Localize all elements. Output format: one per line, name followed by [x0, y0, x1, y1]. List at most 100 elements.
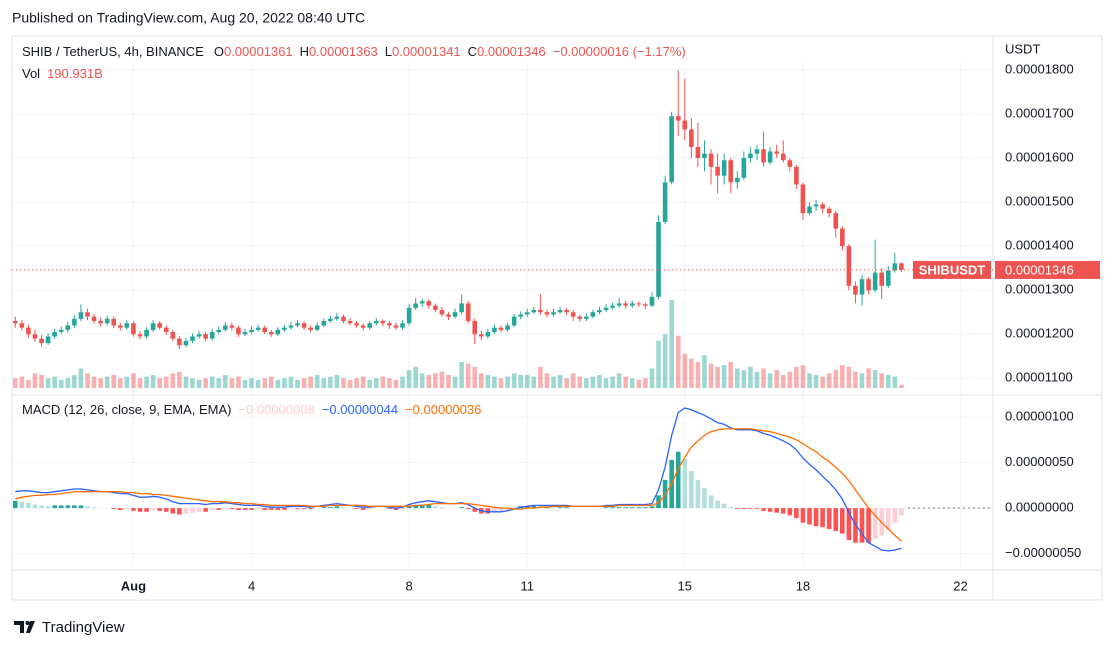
macd-histogram-bar [833, 508, 839, 531]
candle-body [426, 301, 432, 306]
volume-bar [295, 379, 300, 388]
volume-bar [131, 373, 136, 388]
candle-body [295, 323, 300, 326]
candle-body [39, 338, 44, 344]
macd-histogram-bar [649, 506, 655, 509]
volume-legend: Vol 190.931B [22, 66, 103, 81]
volume-bar [413, 366, 418, 388]
macd-histogram-bar [387, 508, 392, 510]
macd-histogram-bar [242, 508, 248, 510]
macd-histogram-bar [229, 508, 235, 510]
volume-bar [866, 368, 871, 388]
candle-body [301, 323, 307, 328]
candle-body [754, 149, 760, 154]
candle-body [45, 336, 51, 344]
macd-histogram-bar [472, 508, 478, 512]
candle-body [734, 177, 740, 183]
macd-histogram-bar [308, 508, 313, 510]
candle-body [137, 334, 143, 337]
candle-body [249, 329, 254, 333]
volume-bar [341, 378, 346, 388]
volume-bar [98, 378, 103, 388]
candle-body [741, 158, 747, 178]
x-tick-label: 11 [521, 578, 535, 593]
macd-histogram-bar [636, 507, 642, 509]
volume-bar [492, 376, 497, 388]
volume-bar [196, 379, 202, 388]
macd-histogram-bar [734, 508, 740, 510]
candle-body [649, 296, 655, 306]
volume-bar [406, 370, 412, 388]
x-tick-label: Aug [121, 578, 146, 593]
macd-histogram-bar [774, 508, 779, 513]
candle-body [98, 321, 103, 324]
macd-histogram-bar [39, 505, 44, 509]
candle-body [557, 310, 563, 313]
macd-histogram-bar [295, 508, 300, 510]
macd-histogram-bar [524, 506, 530, 509]
y-tick-label: 0.00001200 [1005, 326, 1074, 341]
y-tick-label: 0.00001600 [1005, 149, 1074, 164]
macd-histogram-bar [288, 508, 294, 510]
candle-body [524, 312, 530, 315]
candle-body [479, 334, 484, 337]
macd-histogram-bar [190, 508, 195, 513]
candle-body [511, 316, 517, 326]
candle-body [78, 312, 84, 319]
macd-histogram-bar [689, 470, 694, 509]
volume-bar [209, 376, 215, 388]
macd-histogram-bar [249, 508, 254, 510]
candle-body [216, 329, 222, 333]
candle-body [623, 303, 629, 306]
candle-body [853, 285, 858, 295]
volume-bar [570, 373, 576, 388]
candle-body [761, 149, 766, 163]
macd-histogram-bar [255, 508, 261, 510]
y-tick-label: −0.00000050 [1005, 545, 1081, 560]
candle-body [262, 327, 268, 333]
candle-body [675, 116, 681, 121]
candle-body [183, 340, 189, 346]
volume-bar [649, 368, 655, 388]
volume-name: Vol [22, 66, 40, 81]
volume-bar [373, 378, 379, 388]
macd-histogram-bar [813, 508, 819, 527]
macd-histogram-bar [748, 508, 753, 510]
candle-body [439, 310, 445, 315]
candle-body [321, 321, 327, 326]
candle-body [19, 323, 25, 328]
macd-histogram-bar [209, 508, 215, 510]
candle-body [682, 120, 688, 130]
candle-body [268, 332, 274, 335]
volume-bar [662, 334, 668, 388]
candle-body [708, 153, 714, 167]
volume-bar [741, 370, 747, 388]
volume-bar [498, 378, 504, 388]
volume-bar [748, 366, 753, 388]
candle-body [794, 166, 799, 185]
macd-histogram-bar [885, 508, 891, 530]
candle-body [275, 329, 281, 335]
candle-body [433, 305, 438, 311]
candle-body [551, 312, 556, 315]
volume-bar [774, 370, 779, 388]
volume-bar [177, 371, 182, 388]
volume-bar [19, 376, 25, 388]
macd-histogram-bar [12, 500, 18, 509]
candle-body [728, 160, 734, 183]
macd-histogram-bar [170, 508, 176, 514]
volume-bar [124, 376, 130, 388]
volume-bar [452, 376, 458, 388]
macd-histogram-bar [236, 508, 241, 510]
volume-bar [144, 376, 149, 388]
ohlc-value: 0.00001341 [392, 44, 461, 59]
volume-bar [715, 366, 720, 388]
macd-histogram-bar [118, 508, 123, 510]
volume-bar [826, 373, 832, 388]
macd-histogram-bar [675, 451, 681, 509]
volume-bar [544, 373, 550, 388]
candle-body [223, 325, 228, 330]
macd-histogram-bar [892, 508, 898, 523]
y-tick-label: 0.00001700 [1005, 105, 1074, 120]
y-tick-label: 0.00000000 [1005, 500, 1074, 515]
